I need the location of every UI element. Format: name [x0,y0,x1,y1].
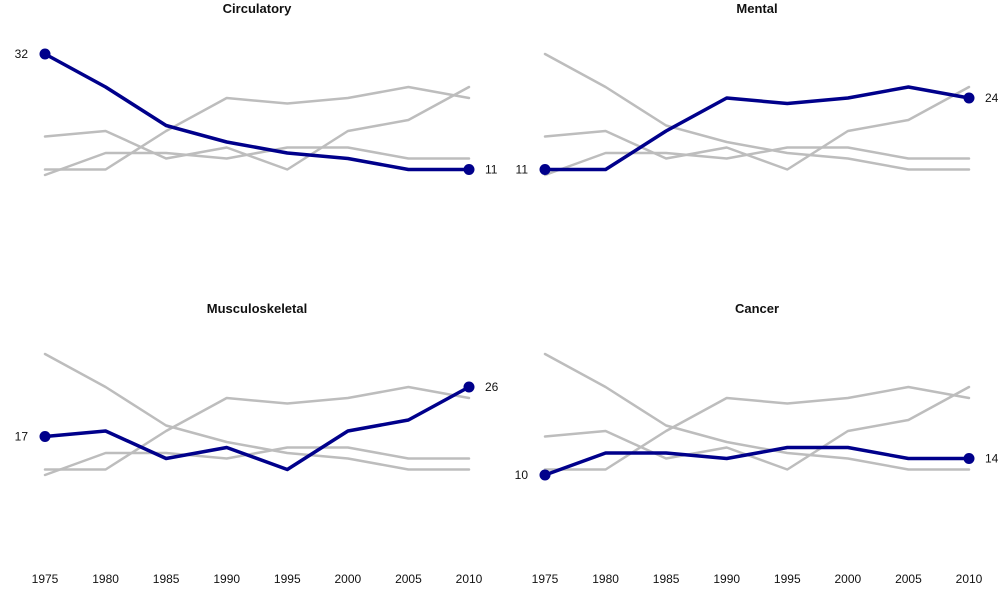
panel-lines-mental: 11 24 [516,52,999,177]
start-value-label-circulatory: 32 [15,47,29,61]
end-point-circulatory [463,164,475,175]
x-tick-label: 2005 [395,572,422,586]
start-point-mental [539,164,551,175]
x-tick-label: 1990 [213,572,240,586]
context-line-mental [543,385,971,471]
context-line-circulatory [543,52,971,171]
panel-title-musculoskeletal: Musculoskeletal [207,301,307,316]
highlight-line-musculoskeletal [43,385,471,472]
x-tick-label: 1980 [92,572,119,586]
context-line-musculoskeletal [543,385,971,471]
end-point-musculoskeletal [463,381,475,393]
context-line-cancer [43,146,471,177]
context-line-musculoskeletal [43,85,471,171]
x-axis-left: 1975 1980 1985 1990 1995 2000 2005 2010 [32,572,483,586]
end-value-label-musculoskeletal: 26 [485,380,499,394]
context-line-cancer [543,146,971,177]
x-tick-label: 2010 [456,572,483,586]
start-point-circulatory [39,48,51,60]
panel-lines-cancer: 10 14 [515,352,999,482]
x-tick-label: 1975 [532,572,559,586]
panel-cancer: Cancer 10 14 [515,301,999,482]
highlight-line-cancer [543,445,971,477]
start-value-label-cancer: 10 [515,468,529,482]
x-axis-right: 1975 1980 1985 1990 1995 2000 2005 2010 [532,572,983,586]
x-tick-label: 2005 [895,572,922,586]
context-line-cancer [43,446,471,477]
start-value-label-mental: 11 [516,163,529,177]
panel-mental: Mental 11 24 [516,1,999,177]
x-tick-label: 1980 [592,572,619,586]
x-tick-label: 1990 [713,572,740,586]
context-line-circulatory [43,352,471,471]
context-line-mental [43,85,471,171]
x-tick-label: 1995 [274,572,301,586]
start-point-musculoskeletal [39,431,51,442]
highlight-line-mental [543,85,971,172]
panel-title-mental: Mental [736,1,777,16]
end-value-label-mental: 24 [985,91,999,105]
panel-title-circulatory: Circulatory [223,1,292,16]
end-value-label-circulatory: 11 [485,163,498,177]
panel-circulatory: Circulatory 32 11 [15,1,498,177]
x-tick-label: 2010 [956,572,983,586]
start-value-label-musculoskeletal: 17 [15,430,29,444]
x-tick-label: 2000 [835,572,862,586]
context-line-circulatory [543,352,971,471]
x-tick-label: 2000 [335,572,362,586]
panel-lines-circulatory: 32 11 [15,47,498,177]
context-line-mental [43,385,471,471]
x-tick-label: 1985 [653,572,680,586]
x-tick-label: 1995 [774,572,801,586]
end-value-label-cancer: 14 [985,452,999,466]
start-point-cancer [539,469,551,481]
highlight-line-circulatory [43,52,471,172]
x-tick-label: 1975 [32,572,59,586]
x-tick-label: 1985 [153,572,180,586]
end-point-mental [963,92,975,104]
panel-title-cancer: Cancer [735,301,779,316]
context-line-musculoskeletal [543,85,971,171]
end-point-cancer [963,453,975,464]
